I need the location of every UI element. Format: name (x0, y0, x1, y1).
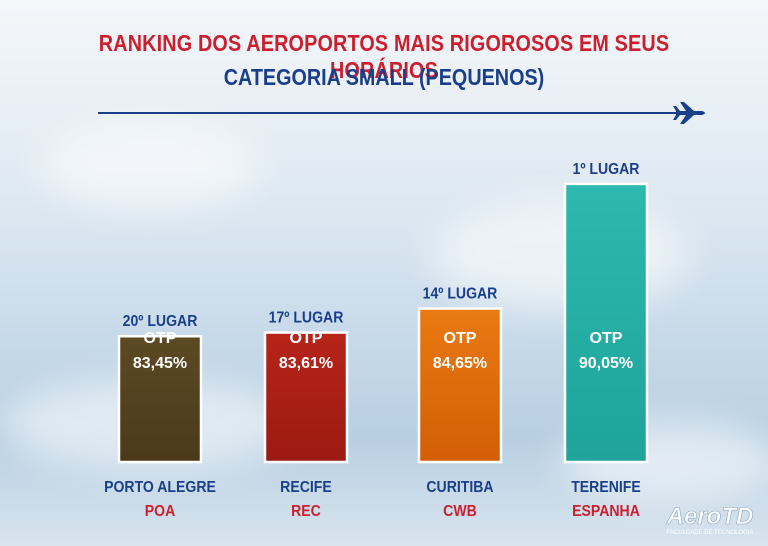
aerotd-logo: AeroTD FACULDADE DE TECNOLOGIA (665, 503, 754, 536)
rank-label: 17º LUGAR (269, 309, 344, 327)
bar-porto-alegre (117, 334, 203, 464)
rank-label: 20º LUGAR (123, 312, 198, 330)
otp-label: OTP (144, 330, 177, 347)
bar-curitiba (417, 307, 503, 464)
value-label: 84,65% (433, 355, 487, 372)
value-label: 90,05% (579, 355, 633, 372)
category-sublabel: ESPANHA (572, 502, 640, 520)
svg-text:FACULDADE DE TECNOLOGIA: FACULDADE DE TECNOLOGIA (667, 530, 754, 536)
rank-label: 1º LUGAR (573, 160, 640, 178)
category-label: TERENIFE (571, 478, 641, 496)
svg-text:AeroTD: AeroTD (666, 503, 754, 530)
otp-label: OTP (444, 330, 477, 347)
chart-subtitle: CATEGORIA SMALL (PEQUENOS) (223, 64, 545, 90)
category-sublabel: POA (145, 502, 176, 520)
plane-divider (98, 102, 705, 124)
airplane-icon (673, 102, 705, 124)
value-label: 83,61% (279, 355, 333, 372)
category-sublabel: CWB (443, 502, 477, 520)
chart-title: RANKING DOS AEROPORTOS MAIS RIGOROSOS EM… (98, 30, 670, 83)
bar-terenife (563, 182, 649, 464)
category-label: RECIFE (280, 478, 332, 496)
otp-label: OTP (590, 330, 623, 347)
otp-label: OTP (290, 330, 323, 347)
category-label: PORTO ALEGRE (104, 478, 216, 496)
value-label: 83,45% (133, 355, 187, 372)
category-sublabel: REC (291, 502, 321, 520)
rank-label: 14º LUGAR (423, 285, 498, 303)
category-label: CURITIBA (426, 478, 493, 496)
bar-recife (263, 331, 349, 464)
